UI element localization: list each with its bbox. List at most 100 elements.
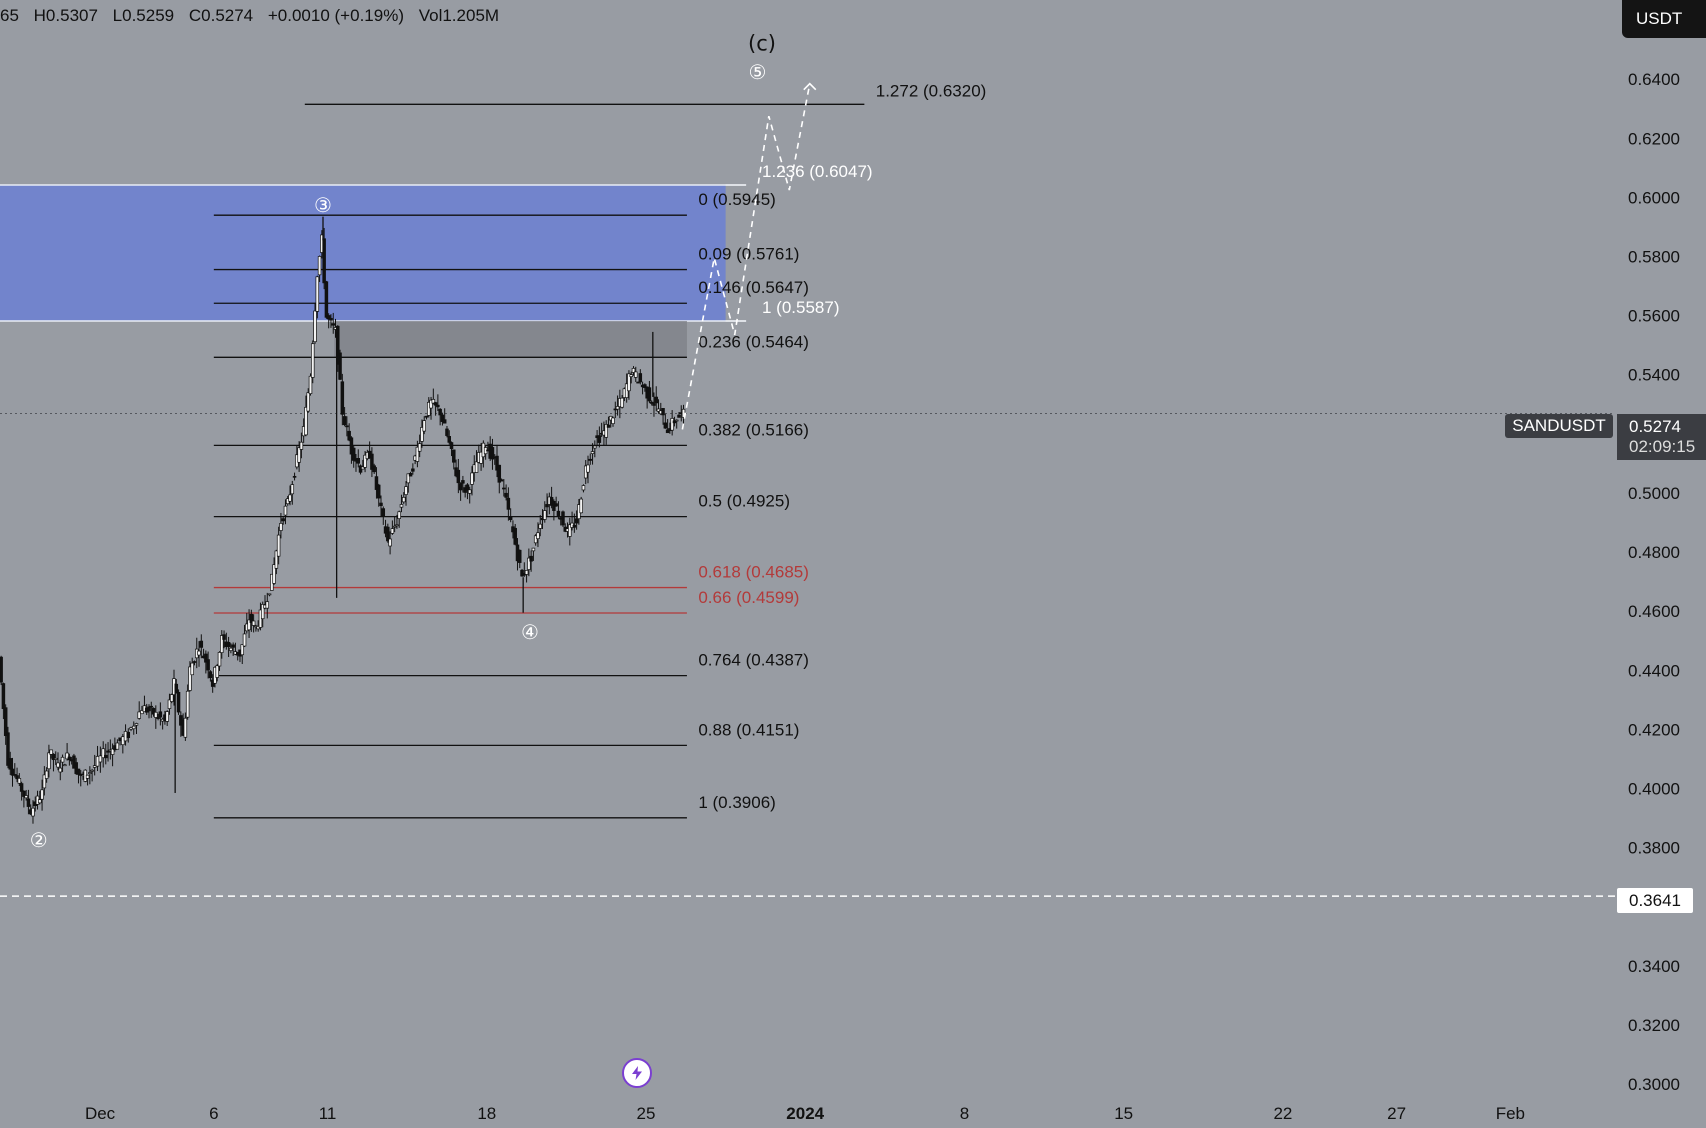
candle-body: [374, 476, 379, 490]
candle-body: [134, 723, 139, 726]
candle-body: [95, 756, 100, 767]
candle-body: [372, 465, 376, 473]
candle-body: [447, 436, 451, 443]
candle-body: [538, 523, 542, 529]
candle-body: [158, 711, 163, 718]
y-tick-label-14: 0.3200: [1628, 1016, 1680, 1035]
fib-level-label-5: 0.5 (0.4925): [698, 492, 790, 511]
candle-body: [406, 473, 411, 484]
fib-level-label-7: 0.66 (0.4599): [698, 588, 799, 607]
candle-body: [363, 454, 367, 468]
candle-body: [156, 717, 160, 719]
candle-body: [545, 504, 549, 508]
candle-body: [31, 807, 35, 817]
lightning-icon[interactable]: [622, 1058, 652, 1088]
candle-body: [581, 485, 586, 491]
candle-body: [279, 523, 283, 531]
candle-body: [647, 387, 652, 402]
x-tick-label-7: 15: [1114, 1104, 1133, 1123]
candle-body: [502, 487, 506, 490]
candle-body: [456, 469, 461, 484]
candle-body: [395, 524, 399, 527]
candle-body: [440, 414, 445, 422]
ohlc-open-fragment: 65: [0, 6, 19, 25]
candle-body: [531, 547, 536, 552]
candle-body: [229, 647, 233, 651]
candle-body: [499, 479, 504, 482]
bar-countdown: 02:09:15: [1629, 437, 1696, 456]
candle-body: [636, 381, 640, 384]
candle-body: [631, 368, 636, 373]
candle-body: [272, 564, 276, 584]
candle-body: [420, 427, 424, 442]
candle-body: [106, 750, 110, 753]
candle-body: [579, 498, 583, 514]
candle-body: [433, 402, 438, 406]
candle-body: [356, 458, 361, 464]
candle-body: [85, 774, 90, 779]
candle-body: [438, 408, 442, 416]
candle-body: [38, 799, 42, 804]
candle-body: [63, 764, 67, 767]
currency-button[interactable]: USDT: [1622, 0, 1706, 38]
candle-body: [1, 683, 6, 710]
candle-body: [506, 497, 511, 510]
candle-body: [101, 748, 105, 759]
candle-body: [0, 656, 3, 683]
candle-body: [140, 710, 144, 715]
candle-body: [376, 484, 381, 499]
candle-body: [197, 650, 201, 656]
candle-body: [649, 401, 654, 404]
candle-body: [340, 381, 345, 415]
candle-body: [370, 453, 374, 470]
candle-body: [6, 732, 10, 766]
candle-body: [65, 752, 69, 760]
x-axis: Dec 6 11 18 25 2024 8 15 22 27 Feb: [85, 1104, 1525, 1123]
candle-body: [315, 276, 320, 312]
candle-body: [115, 742, 120, 750]
candle-body: [634, 371, 638, 378]
candle-body: [556, 510, 561, 517]
candle-body: [281, 518, 285, 522]
candle-body: [126, 731, 131, 739]
candle-body: [518, 549, 522, 563]
candle-body: [53, 757, 58, 760]
candle-body: [536, 532, 540, 539]
candle-body: [656, 408, 661, 412]
candle-body: [381, 508, 386, 517]
candle-body: [56, 762, 60, 768]
candle-body: [220, 635, 224, 653]
candle-body: [226, 642, 231, 648]
candle-body: [442, 419, 447, 424]
candle-body: [461, 480, 465, 484]
candle-body: [313, 310, 317, 343]
y-tick-label-7: 0.4800: [1628, 543, 1680, 562]
y-tick-label-8: 0.4600: [1628, 602, 1680, 621]
candle-body: [429, 399, 433, 409]
y-tick-label-11: 0.4000: [1628, 779, 1680, 798]
candle-body: [90, 769, 94, 772]
candle-body: [299, 441, 304, 450]
y-tick-label-10: 0.4200: [1628, 720, 1680, 739]
candle-body: [586, 464, 590, 473]
candle-body: [643, 384, 647, 388]
candle-body: [588, 458, 593, 461]
candle-body: [351, 447, 356, 461]
candle-body: [267, 593, 272, 596]
candle-body: [185, 690, 190, 718]
y-tick-label-15: 0.3000: [1628, 1075, 1680, 1094]
last-price-value: 0.5274: [1629, 417, 1681, 436]
support-price-label: 0.3641: [1617, 888, 1693, 913]
candle-body: [98, 755, 103, 763]
candle-body: [674, 419, 679, 422]
candle-body: [22, 790, 26, 797]
candle-body: [408, 472, 413, 477]
y-tick-label-5: 0.5400: [1628, 366, 1680, 385]
x-tick-label-5: 2024: [786, 1104, 824, 1123]
y-tick-label-4: 0.5600: [1628, 307, 1680, 326]
fib-level-label-2: 0.146 (0.5647): [698, 278, 809, 297]
candle-body: [151, 708, 156, 715]
y-tick-label-1: 0.6200: [1628, 129, 1680, 148]
